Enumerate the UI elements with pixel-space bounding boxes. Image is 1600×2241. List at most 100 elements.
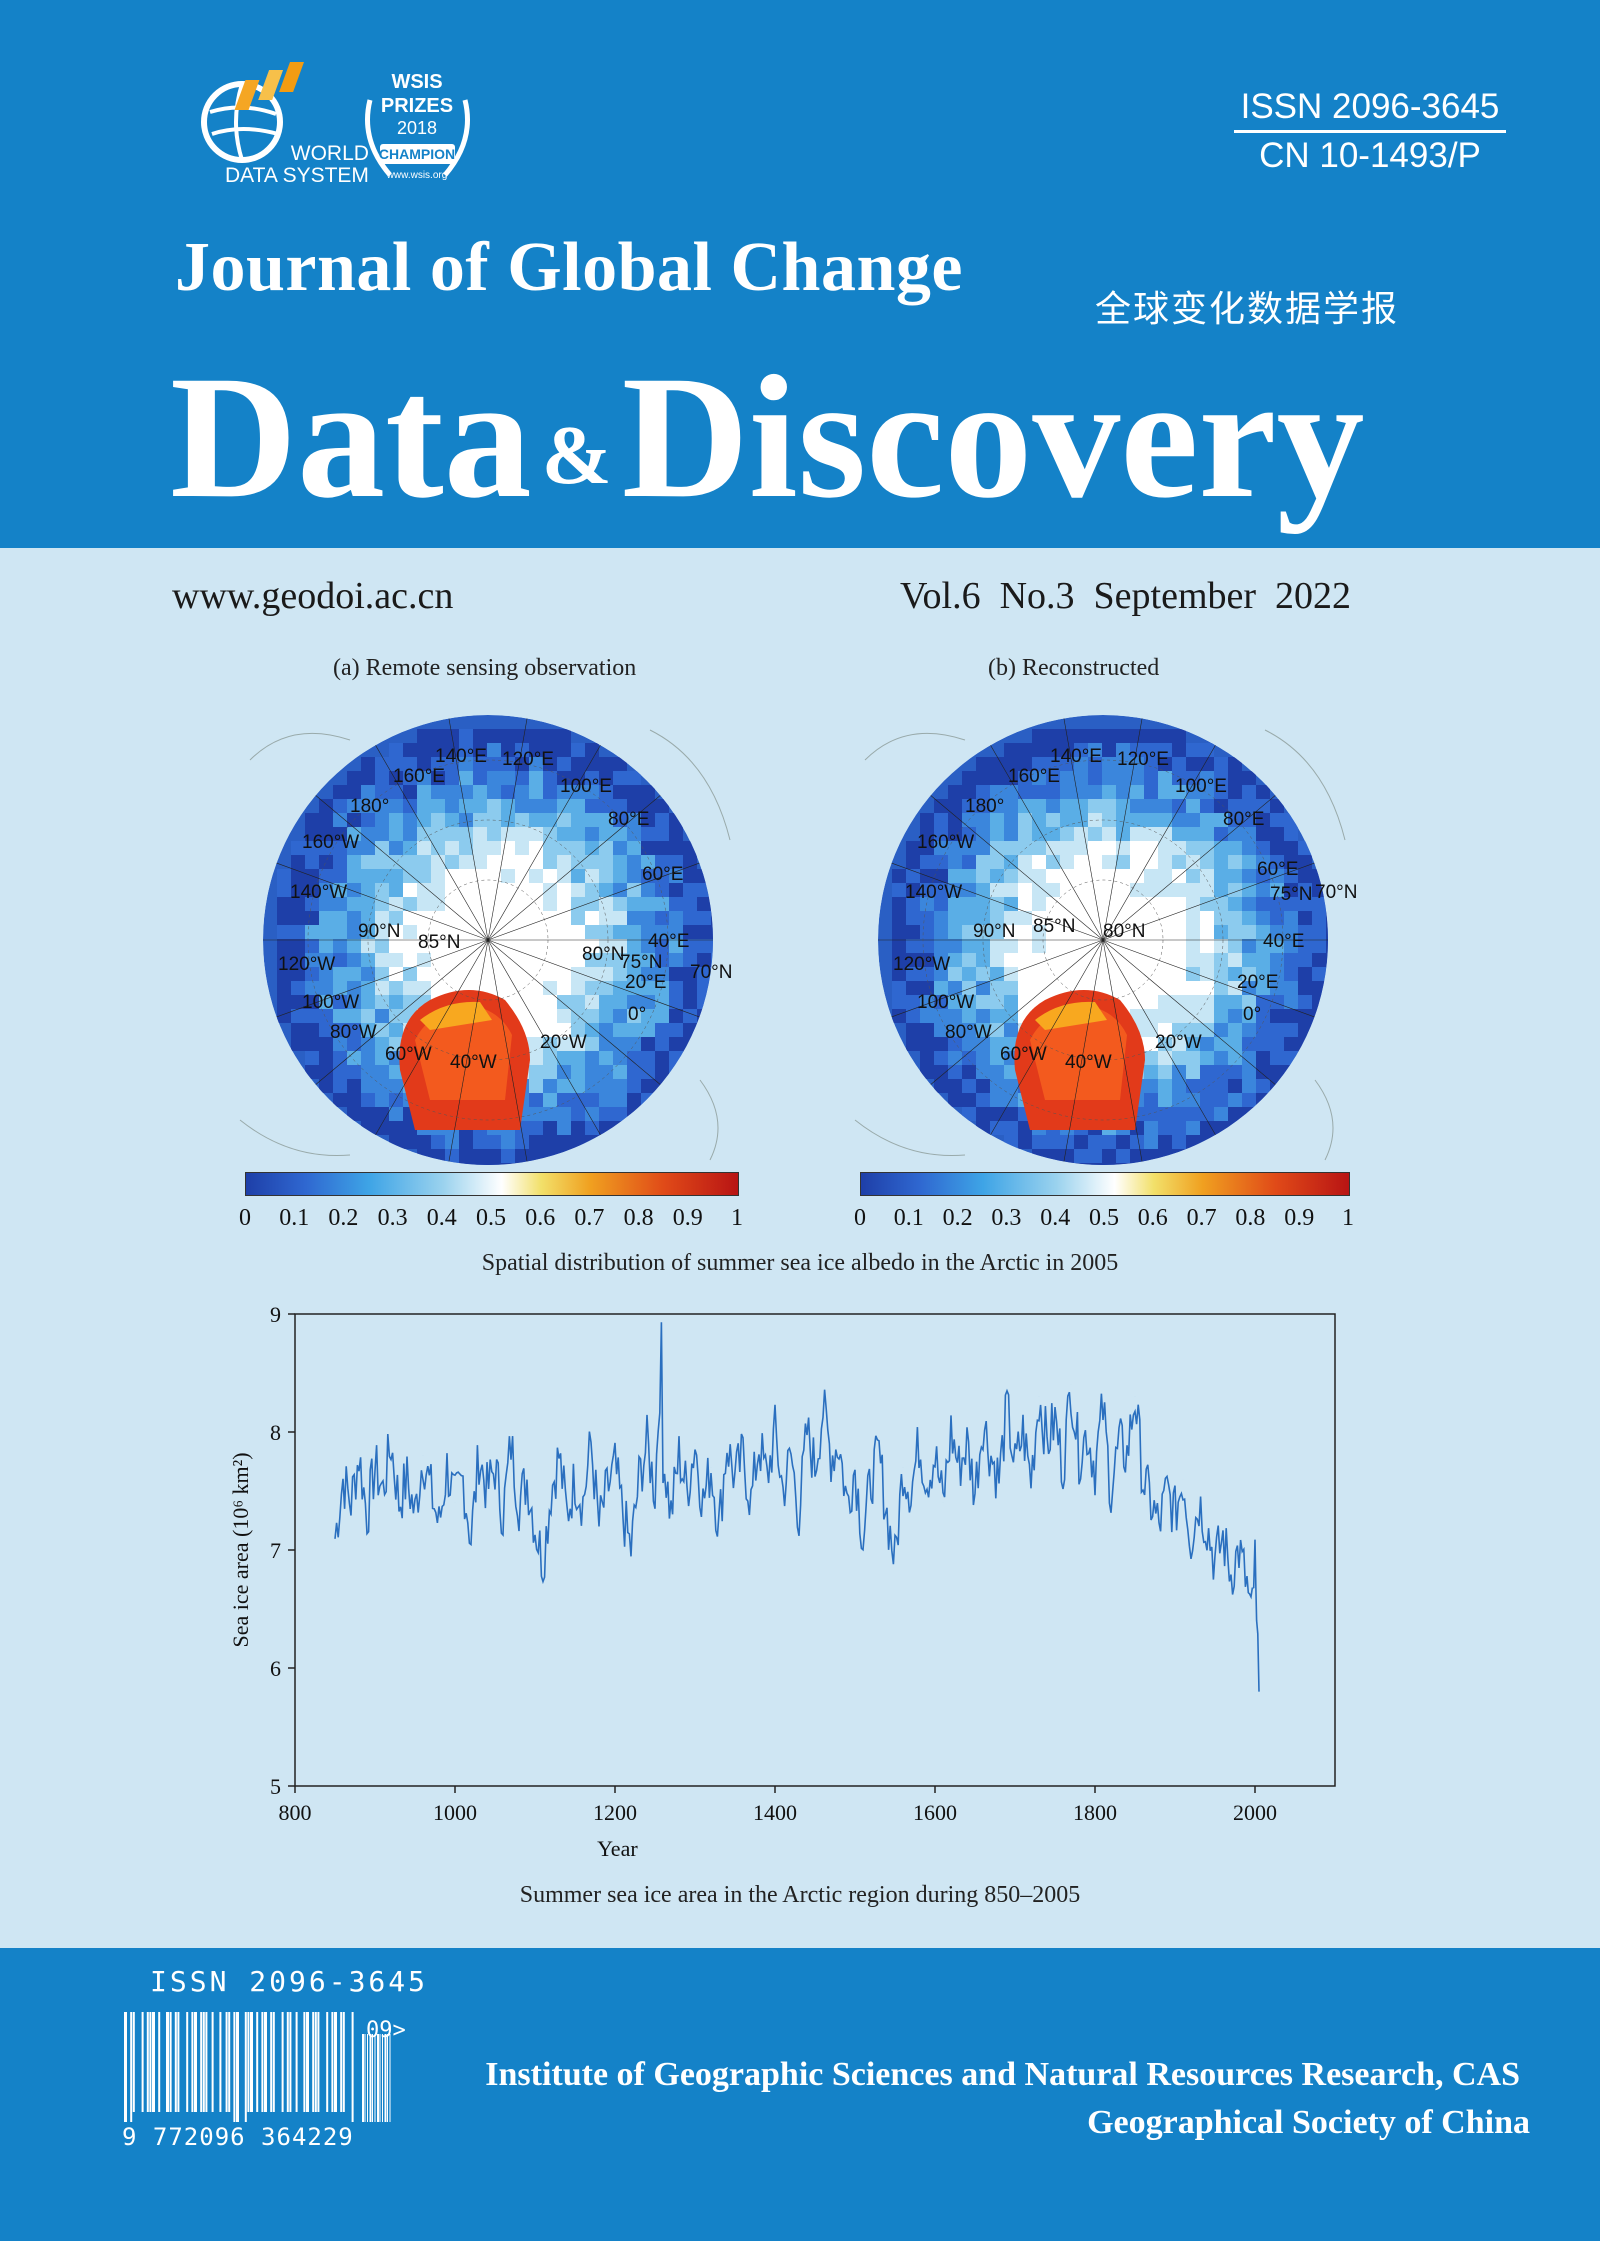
- issue-info: Vol.6 No.3 September 2022: [900, 575, 1352, 617]
- wsis-prizes-logo: WSIS PRIZES 2018 CHAMPION www.wsis.org: [365, 71, 470, 181]
- title-discovery: Discovery: [621, 340, 1365, 535]
- map-graticule-label: 40°E: [648, 931, 689, 952]
- map-graticule-label: 20°W: [540, 1032, 587, 1053]
- colorbar-tick: 0.9: [672, 1205, 703, 1231]
- wsis-text-4: CHAMPION: [379, 146, 455, 162]
- coastline-outline: [854, 729, 1346, 1161]
- map-graticule-label: 80°W: [330, 1022, 377, 1043]
- colorbar-tick: 0.8: [623, 1205, 654, 1231]
- colorbar-tick: 0.4: [426, 1205, 457, 1231]
- map-graticule-label: 90°N: [358, 921, 400, 942]
- map-graticule-label: 60°E: [642, 864, 683, 885]
- map-graticule-label: 75°N: [620, 952, 662, 973]
- map-graticule-label: 75°N: [1270, 884, 1312, 905]
- barcode-digits: 9 772096 364229: [122, 2123, 354, 2151]
- wsis-text-2: PRIZES: [381, 95, 453, 117]
- map-graticule-label: 40°W: [450, 1052, 497, 1073]
- y-tick-label: 8: [270, 1420, 281, 1445]
- colorbar-tick: 1: [731, 1205, 743, 1231]
- colorbar-tick: 0.4: [1040, 1205, 1071, 1231]
- x-tick-label: 2000: [1233, 1800, 1277, 1825]
- map-graticule-label: 160°E: [393, 766, 445, 787]
- y-axis-label: Sea ice area (10⁶ km²): [228, 1452, 253, 1647]
- publisher-2: Geographical Society of China: [1087, 2104, 1530, 2141]
- map-graticule-label: 85°N: [418, 932, 460, 953]
- map-graticule-label: 80°E: [608, 809, 649, 830]
- cn-number: CN 10-1493/P: [1259, 136, 1481, 175]
- publisher-1: Institute of Geographic Sciences and Nat…: [485, 2056, 1520, 2093]
- wsis-text-3: 2018: [397, 118, 437, 138]
- title-data: Data: [170, 340, 532, 535]
- colorbar-tick: 0.9: [1284, 1205, 1315, 1231]
- colorbar-tick: 0: [239, 1205, 251, 1231]
- x-tick-label: 1200: [593, 1800, 637, 1825]
- issn-number: ISSN 2096-3645: [1240, 87, 1500, 126]
- colorbar-tick: 1: [1342, 1205, 1354, 1231]
- map-graticule-label: 180°: [350, 796, 389, 817]
- colorbar-tick: 0.1: [279, 1205, 310, 1231]
- chart-frame: [294, 1313, 1336, 1787]
- map-graticule-label: 60°W: [1000, 1044, 1047, 1065]
- coastline-outline: [239, 729, 731, 1161]
- map-graticule-label: 140°E: [1050, 746, 1102, 767]
- colorbar-tick: 0: [854, 1205, 866, 1231]
- map-graticule-label: 160°W: [302, 832, 359, 853]
- arctic-map-reconstructed: 140°E 120°E 160°E 100°E 180° 80°E 160°W 60°E 75°…: [854, 715, 1357, 1165]
- colorbar-tick: 0.3: [377, 1205, 408, 1231]
- colorbar-a: [245, 1172, 739, 1196]
- title-ampersand: &: [541, 408, 612, 502]
- map-graticule-label: 20°E: [1237, 972, 1278, 993]
- map-graticule-label: 160°E: [1008, 766, 1060, 787]
- map-graticule-label: 20°W: [1155, 1032, 1202, 1053]
- map-graticule-label: 80°E: [1223, 809, 1264, 830]
- colorbar-tick: 0.8: [1235, 1205, 1266, 1231]
- colorbar-tick: 0.3: [991, 1205, 1022, 1231]
- map-graticule-label: 140°E: [435, 746, 487, 767]
- map-graticule-label: 100°E: [1175, 776, 1227, 797]
- x-tick-label: 800: [279, 1800, 312, 1825]
- barcode-addon: 09>: [366, 2018, 406, 2043]
- map-graticule-label: 100°E: [560, 776, 612, 797]
- journal-title-chinese: 全球变化数据学报: [1095, 289, 1400, 330]
- map-graticule-label: 40°W: [1065, 1052, 1112, 1073]
- x-tick-label: 1800: [1073, 1800, 1117, 1825]
- journal-url: www.geodoi.ac.cn: [172, 575, 454, 617]
- x-tick-label: 1400: [753, 1800, 797, 1825]
- map-graticule-label: 80°N: [582, 944, 624, 965]
- map-graticule-label: 140°W: [905, 882, 962, 903]
- map-graticule-label: 120°W: [893, 954, 950, 975]
- map-graticule-label: 85°N: [1033, 916, 1075, 937]
- map-graticule-label: 140°W: [290, 882, 347, 903]
- colorbar-tick: 0.2: [942, 1205, 973, 1231]
- y-tick-label: 6: [270, 1656, 281, 1681]
- colorbar-tick: 0.1: [893, 1205, 924, 1231]
- issn-block: ISSN 2096-3645 CN 10-1493/P: [1220, 86, 1520, 177]
- map-graticule-label: 80°N: [1103, 921, 1145, 942]
- colorbar-tick: 0.6: [1137, 1205, 1168, 1231]
- map-graticule-label: 100°W: [917, 992, 974, 1013]
- wsis-text-1: WSIS: [391, 71, 442, 93]
- map-graticule-label: 100°W: [302, 992, 359, 1013]
- map-graticule-label: 0°: [1243, 1004, 1261, 1025]
- y-tick-label: 7: [270, 1538, 281, 1563]
- sea-ice-area-chart: 800 1000 1200 1400 1600 1800 2000 5 6 7 8 9 Year Sea …: [228, 1302, 1336, 1861]
- map-graticule-label: 120°W: [278, 954, 335, 975]
- map-graticule-label: 60°W: [385, 1044, 432, 1065]
- colorbar-tick: 0.5: [476, 1205, 506, 1231]
- y-tick-label: 5: [270, 1774, 281, 1799]
- colorbar-b: [860, 1172, 1350, 1196]
- barcode: [124, 2012, 391, 2122]
- world-data-system-logo: [201, 62, 305, 163]
- sea-ice-area-series-line: [334, 1322, 1260, 1692]
- map-graticule-label: 90°N: [973, 921, 1015, 942]
- map-graticule-label: 20°E: [625, 972, 666, 993]
- colorbar-tick: 0.7: [1186, 1205, 1217, 1231]
- x-tick-label: 1600: [913, 1800, 957, 1825]
- figure1-caption: Spatial distribution of summer sea ice a…: [481, 1250, 1119, 1276]
- colorbar-tick: 0.5: [1089, 1205, 1119, 1231]
- x-tick-label: 1000: [433, 1800, 477, 1825]
- map-graticule-label: 80°W: [945, 1022, 992, 1043]
- map-graticule-label: 120°E: [1117, 749, 1169, 770]
- colorbar-tick: 0.6: [525, 1205, 556, 1231]
